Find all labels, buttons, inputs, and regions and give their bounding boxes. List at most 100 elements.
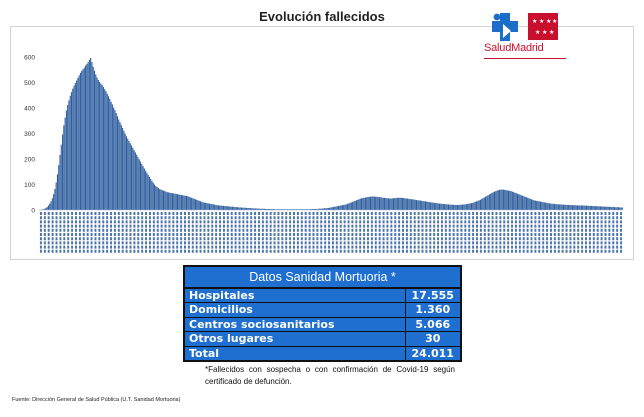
bar xyxy=(138,159,140,210)
bar xyxy=(60,144,62,210)
bar xyxy=(570,205,572,210)
bar xyxy=(340,205,342,210)
bar xyxy=(364,197,366,210)
bar xyxy=(513,192,515,210)
bar xyxy=(484,196,487,210)
svg-text:★: ★ xyxy=(532,18,537,25)
bar xyxy=(357,199,359,210)
bar xyxy=(252,208,254,210)
bar xyxy=(123,130,125,210)
bar xyxy=(256,208,258,210)
bar xyxy=(316,208,318,210)
bar xyxy=(346,203,349,210)
bar xyxy=(290,209,292,210)
bar xyxy=(331,207,333,210)
bar xyxy=(332,206,335,210)
bar xyxy=(284,209,286,210)
bar xyxy=(437,203,439,210)
row-value: 5.066 xyxy=(404,316,462,332)
bar xyxy=(81,70,83,210)
bar xyxy=(246,207,248,210)
bar xyxy=(128,140,130,210)
bar xyxy=(601,206,603,210)
row-value: 1.360 xyxy=(404,302,462,318)
bar xyxy=(538,201,540,210)
bar xyxy=(564,204,566,210)
bar xyxy=(124,133,126,210)
bar xyxy=(197,200,199,210)
bar xyxy=(229,206,231,210)
bar xyxy=(500,189,502,210)
bar xyxy=(377,197,379,210)
bar xyxy=(378,197,381,210)
bar xyxy=(589,205,591,210)
bar xyxy=(148,176,150,210)
bar xyxy=(468,203,470,211)
bar xyxy=(612,206,614,210)
y-tick-label: 400 xyxy=(24,106,35,113)
bar xyxy=(220,205,222,210)
bar xyxy=(528,198,530,210)
bar xyxy=(277,209,280,210)
bar xyxy=(298,209,300,210)
bar xyxy=(546,202,548,210)
bar xyxy=(233,206,235,210)
bar xyxy=(424,201,427,210)
source-note: Fuente: Dirección General de Salud Públi… xyxy=(12,397,181,403)
bar xyxy=(207,203,209,210)
bar xyxy=(464,204,466,210)
bar xyxy=(529,198,531,210)
bar xyxy=(350,202,352,210)
bar xyxy=(369,196,372,210)
bar xyxy=(453,204,455,210)
bar xyxy=(323,208,326,210)
bar xyxy=(520,195,522,210)
bar xyxy=(82,69,84,210)
table-header: Datos Sanidad Mortuoria * xyxy=(184,266,461,289)
bar xyxy=(403,198,405,210)
bar xyxy=(113,107,115,210)
bar xyxy=(493,191,496,210)
bar xyxy=(459,204,461,210)
bar xyxy=(105,91,107,210)
bar xyxy=(116,116,119,210)
bar xyxy=(515,193,517,210)
bar xyxy=(407,198,409,210)
bar xyxy=(152,182,154,210)
table-total-row: Total 24.011 xyxy=(183,345,462,361)
bar xyxy=(173,193,175,210)
bar xyxy=(150,178,152,210)
bar xyxy=(354,200,356,210)
bar xyxy=(86,64,88,210)
bar xyxy=(550,203,552,211)
bar xyxy=(87,62,89,210)
y-tick-label: 500 xyxy=(24,80,35,87)
bar xyxy=(569,204,571,210)
bar xyxy=(44,208,46,210)
bar xyxy=(83,67,85,211)
bar xyxy=(426,201,428,210)
bar xyxy=(472,202,474,210)
bar xyxy=(96,77,98,211)
bar xyxy=(247,207,249,210)
table-row: Hospitales 17.555 xyxy=(183,287,462,303)
bar xyxy=(131,145,133,210)
bar xyxy=(438,203,441,211)
bar xyxy=(119,122,121,210)
bar xyxy=(527,197,529,210)
bar xyxy=(343,204,345,210)
bar xyxy=(344,204,346,210)
bar xyxy=(470,203,473,210)
bar xyxy=(127,138,129,210)
bar xyxy=(499,189,501,210)
bar xyxy=(90,58,92,210)
bar xyxy=(593,206,595,210)
bar xyxy=(338,205,340,210)
bar xyxy=(279,209,281,210)
bar xyxy=(125,136,127,210)
bar xyxy=(260,208,262,210)
bar xyxy=(122,127,124,210)
bar xyxy=(606,206,608,210)
bar xyxy=(315,208,317,210)
bar xyxy=(385,198,387,210)
